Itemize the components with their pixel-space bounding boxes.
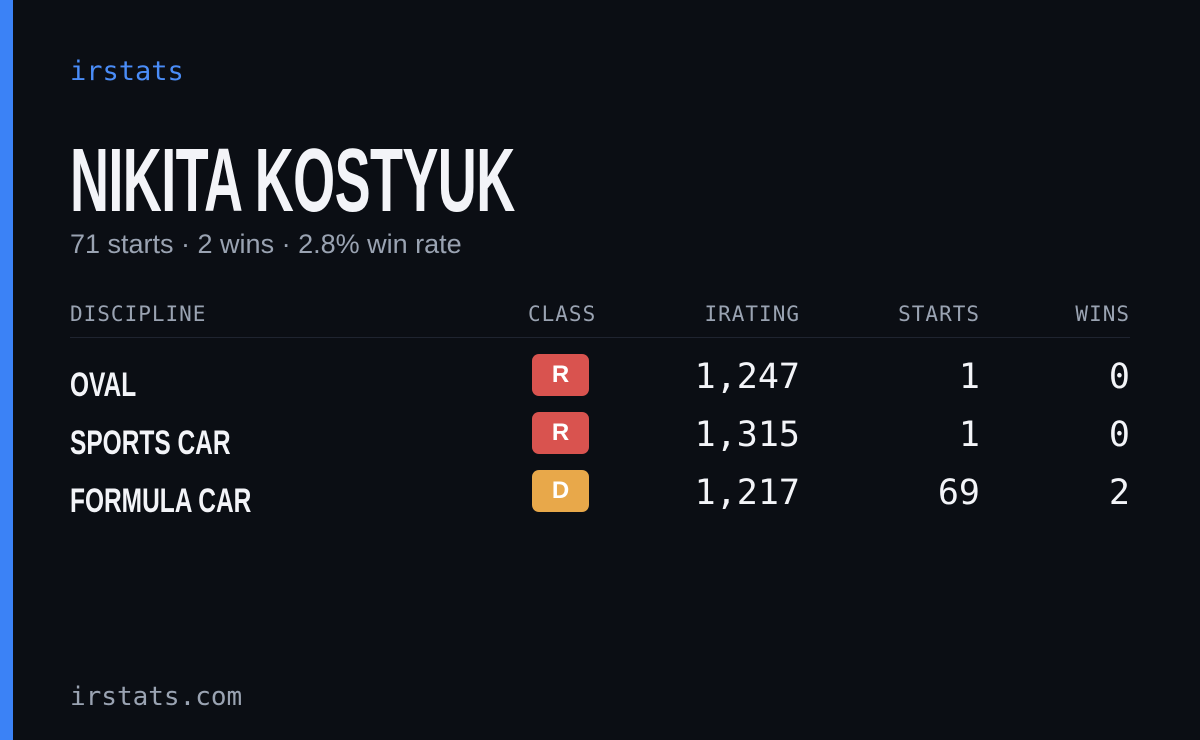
- discipline: SPORTS CAR: [70, 424, 231, 462]
- starts: 1: [958, 357, 980, 397]
- irating: 1,217: [694, 473, 800, 513]
- footer-link: irstats.com: [70, 682, 243, 712]
- summary: 71 starts · 2 wins · 2.8% win rate: [70, 229, 462, 259]
- wins: 0: [1108, 357, 1130, 397]
- player-name: NIKITA KOSTYUK: [70, 131, 515, 231]
- class-badge: R: [532, 412, 589, 454]
- column-header: IRATING: [704, 302, 800, 326]
- wins: 0: [1108, 415, 1130, 455]
- column-header: STARTS: [898, 302, 980, 326]
- column-header: CLASS: [528, 302, 597, 326]
- class-badge: R: [532, 354, 589, 396]
- accent-bar: [0, 0, 13, 740]
- irating: 1,247: [694, 357, 800, 397]
- column-header: DISCIPLINE: [70, 302, 207, 326]
- class-badge: D: [532, 470, 589, 512]
- irating: 1,315: [694, 415, 800, 455]
- discipline: FORMULA CAR: [70, 482, 252, 520]
- column-header: WINS: [1075, 302, 1130, 326]
- brand: irstats: [70, 56, 184, 87]
- wins: 2: [1108, 473, 1130, 513]
- discipline: OVAL: [70, 366, 137, 404]
- starts: 1: [958, 415, 980, 455]
- header-rule: [70, 337, 1130, 338]
- starts: 69: [937, 473, 980, 513]
